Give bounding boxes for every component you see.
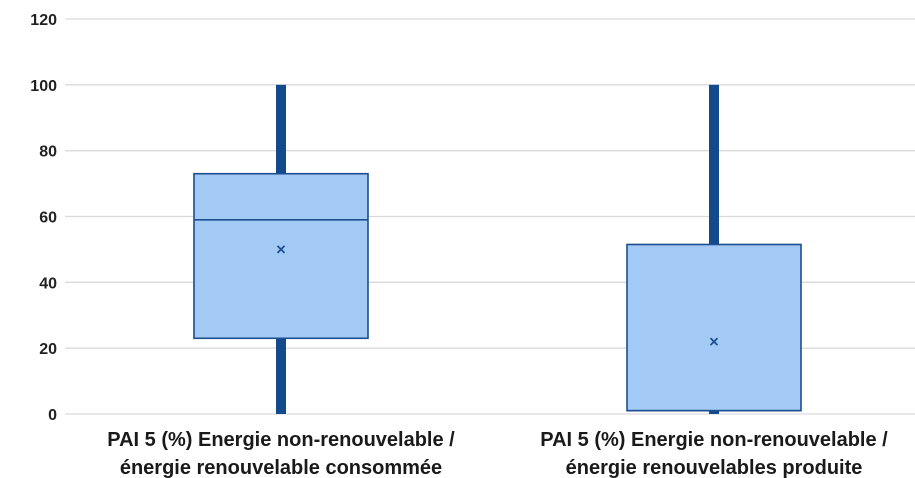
upper-whisker <box>709 84 719 245</box>
lower-whisker <box>709 410 719 414</box>
lower-whisker <box>276 338 286 414</box>
y-tick-label-120: 120 <box>30 12 57 29</box>
category-label-1-line-2: énergie renouvelable consommée <box>120 457 442 478</box>
y-tick-label-60: 60 <box>39 210 57 227</box>
category-label-1-line-1: PAI 5 (%) Energie non-renouvelable / <box>107 429 455 451</box>
y-tick-label-20: 20 <box>39 341 57 358</box>
y-tick-label-0: 0 <box>48 407 57 424</box>
box-1 <box>193 84 369 414</box>
y-axis-tick-labels: 0 20 40 60 80 100 120 <box>30 12 57 424</box>
upper-whisker <box>276 84 286 174</box>
y-tick-label-80: 80 <box>39 144 57 161</box>
mean-marker <box>709 337 719 346</box>
category-label-2-line-2: énergie renouvelables produite <box>566 457 863 478</box>
mean-marker <box>276 245 286 254</box>
interquartile-box <box>193 172 369 340</box>
category-label-2-line-1: PAI 5 (%) Energie non-renouvelable / <box>540 429 888 451</box>
box-series <box>193 84 802 414</box>
x-axis-category-labels: PAI 5 (%) Energie non-renouvelable / éner… <box>107 429 888 478</box>
y-tick-label-100: 100 <box>30 78 57 95</box>
y-tick-label-40: 40 <box>39 275 57 292</box>
box-2 <box>626 84 802 414</box>
interquartile-box <box>626 243 802 412</box>
